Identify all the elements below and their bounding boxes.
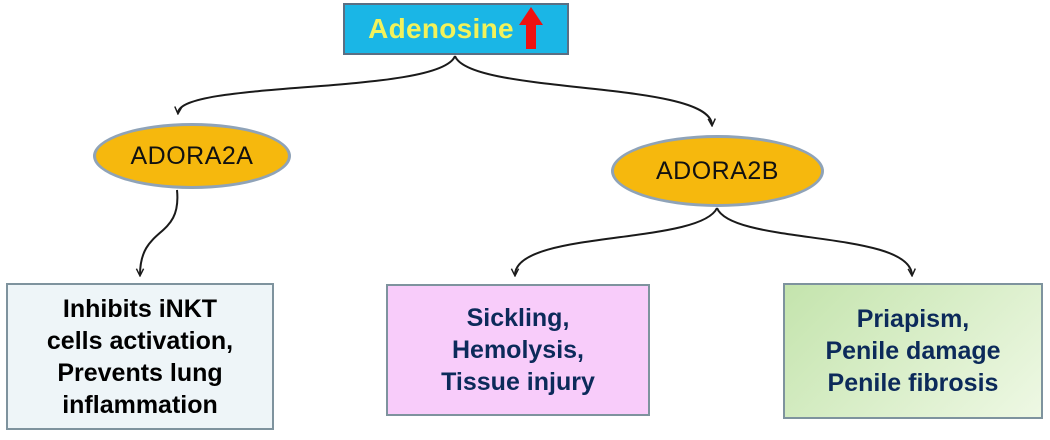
outcome-line: Sickling,: [466, 304, 570, 332]
outcome-line: Inhibits iNKT: [62, 294, 218, 323]
adenosine-node: Adenosine: [343, 3, 569, 55]
outcome-box-sickling: Sickling, Hemolysis, Tissue injury: [386, 284, 650, 416]
adora2b-node: ADORA2B: [611, 135, 824, 207]
outcome-box-priapism: Priapism, Penile damage Penile fibrosis: [783, 283, 1043, 419]
outcome-line: Penile fibrosis: [827, 369, 999, 397]
arrow-adora2b-to-sickling-box: [515, 207, 718, 275]
adora2a-node: ADORA2A: [93, 123, 291, 189]
arrow-adenosine-to-adora2b: [454, 55, 712, 125]
outcome-line: Prevents lung: [57, 358, 223, 387]
outcome-line: Tissue injury: [441, 368, 595, 396]
arrow-adenosine-to-adora2a: [178, 55, 456, 113]
arrow-adora2b-to-priapism-box: [716, 207, 912, 275]
up-arrow-icon: [518, 7, 543, 49]
outcome-line: inflammation: [62, 390, 218, 419]
outcome-line: cells activation,: [46, 326, 234, 355]
adenosine-label: Adenosine: [368, 13, 514, 44]
outcome-box-inkt: Inhibits iNKT cells activation, Prevents…: [6, 283, 274, 430]
outcome-line: Hemolysis,: [451, 336, 584, 364]
outcome-line: Penile damage: [825, 337, 1001, 365]
outcome-line: Priapism,: [856, 305, 970, 333]
adora2a-label: ADORA2A: [130, 141, 254, 170]
arrow-adora2a-to-inkt-box: [140, 189, 179, 275]
adora2b-label: ADORA2B: [656, 156, 779, 185]
